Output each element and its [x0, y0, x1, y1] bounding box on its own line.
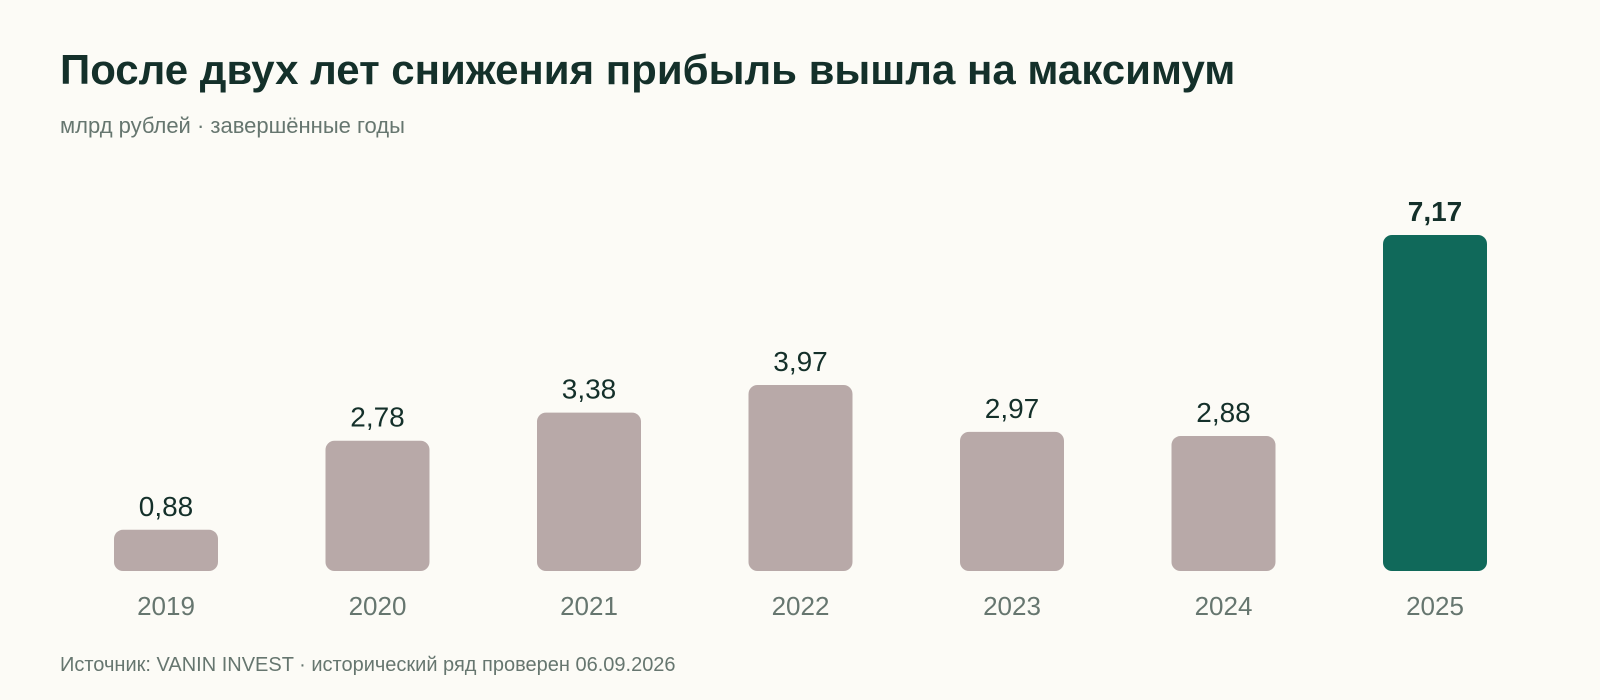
value-label-2019: 0,88 [139, 491, 194, 522]
bar-2021 [537, 412, 641, 571]
chart-title: После двух лет снижения прибыль вышла на… [60, 46, 1236, 93]
x-tick-label-2021: 2021 [560, 591, 618, 621]
x-tick-label-2022: 2022 [772, 591, 830, 621]
bar-2024 [1171, 436, 1276, 571]
bar-2019 [114, 529, 218, 571]
bar-2022 [748, 384, 853, 571]
x-tick-label-2020: 2020 [349, 591, 407, 621]
value-label-2022: 3,97 [773, 346, 828, 377]
bar-2023 [960, 431, 1064, 571]
chart-subtitle: млрд рублей · завершённые годы [60, 113, 405, 138]
x-tick-label-2023: 2023 [983, 591, 1041, 621]
value-label-2021: 3,38 [562, 374, 617, 405]
source-note: Источник: VANIN INVEST · исторический ря… [60, 654, 676, 676]
x-tick-label-2024: 2024 [1195, 591, 1253, 621]
value-label-2023: 2,97 [985, 393, 1040, 424]
value-label-2020: 2,78 [350, 402, 405, 433]
x-tick-label-2025: 2025 [1406, 591, 1464, 621]
value-label-2025: 7,17 [1408, 196, 1463, 227]
bar-2025 [1383, 235, 1487, 571]
x-tick-label-2019: 2019 [137, 591, 195, 621]
value-label-2024: 2,88 [1196, 397, 1251, 428]
bar-2020 [325, 440, 430, 571]
